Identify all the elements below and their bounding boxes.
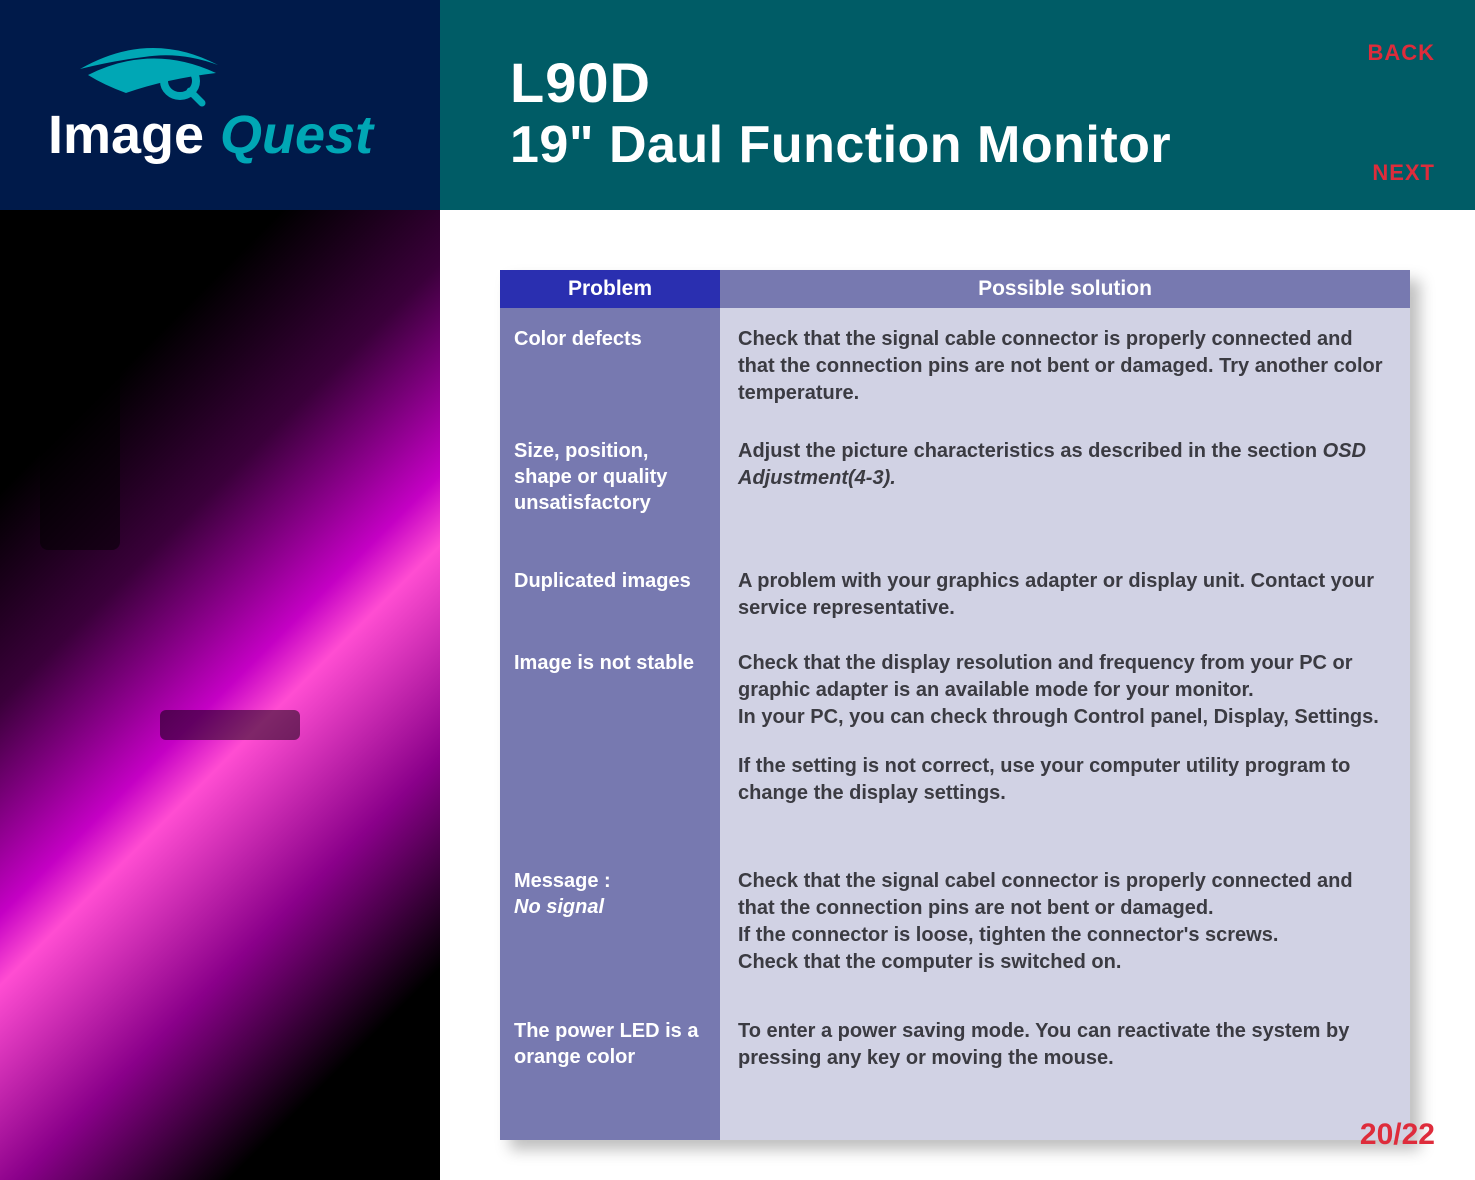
solution-stable-p3: If the setting is not correct, use your … xyxy=(738,753,1388,807)
problem-column: Color defects Size, position, shape or q… xyxy=(500,308,720,1140)
col-header-solution: Possible solution xyxy=(720,270,1410,308)
solution-nosig-l1: Check that the signal cabel connector is… xyxy=(738,868,1388,922)
solution-stable-p1: Check that the display resolution and fr… xyxy=(738,650,1388,704)
back-link[interactable]: BACK xyxy=(1367,40,1435,66)
problem-stable: Image is not stable xyxy=(514,650,706,868)
page-number: 20/22 xyxy=(1360,1118,1435,1152)
svg-text:Quest: Quest xyxy=(220,105,375,165)
table-body: Color defects Size, position, shape or q… xyxy=(500,308,1410,1140)
header-title-line2: 19" Daul Function Monitor xyxy=(510,115,1475,175)
solution-nosig: Check that the signal cabel connector is… xyxy=(738,868,1388,1018)
problem-led: The power LED is a orange color xyxy=(514,1018,706,1110)
col-header-problem: Problem xyxy=(500,270,720,308)
solution-nosig-l3: Check that the computer is switched on. xyxy=(738,949,1388,976)
solution-dup: A problem with your graphics adapter or … xyxy=(738,568,1388,650)
problem-size: Size, position, shape or quality unsatis… xyxy=(514,438,706,568)
problem-color: Color defects xyxy=(514,326,706,438)
solution-nosig-l2: If the connector is loose, tighten the c… xyxy=(738,922,1388,949)
imagequest-logo: Image Quest xyxy=(40,35,400,175)
solution-column: Check that the signal cable connector is… xyxy=(720,308,1410,1140)
next-link[interactable]: NEXT xyxy=(1372,160,1435,186)
solution-color: Check that the signal cable connector is… xyxy=(738,326,1388,438)
solution-led: To enter a power saving mode. You can re… xyxy=(738,1018,1388,1110)
logo-panel: Image Quest xyxy=(0,0,440,210)
table-header-row: Problem Possible solution xyxy=(500,270,1410,308)
solution-size: Adjust the picture characteristics as de… xyxy=(738,438,1388,568)
troubleshooting-table: Problem Possible solution Color defects … xyxy=(500,270,1410,1140)
svg-text:Image: Image xyxy=(48,105,204,165)
solution-stable-p2: In your PC, you can check through Contro… xyxy=(738,704,1388,731)
solution-stable: Check that the display resolution and fr… xyxy=(738,650,1388,868)
side-decorative-image xyxy=(0,210,440,1180)
body-area: Problem Possible solution Color defects … xyxy=(440,210,1475,1180)
problem-dup: Duplicated images xyxy=(514,568,706,650)
header-title-line1: L90D xyxy=(510,50,1475,115)
problem-nosig-pre: Message : xyxy=(514,870,611,892)
problem-nosig: Message : No signal xyxy=(514,868,706,1018)
left-column: Image Quest xyxy=(0,0,440,1180)
spacer xyxy=(738,731,1388,753)
solution-size-pre: Adjust the picture characteristics as de… xyxy=(738,440,1323,462)
problem-nosig-ital: No signal xyxy=(514,896,604,918)
right-column: L90D 19" Daul Function Monitor BACK NEXT… xyxy=(440,0,1475,1180)
page-header: L90D 19" Daul Function Monitor BACK NEXT xyxy=(440,0,1475,210)
